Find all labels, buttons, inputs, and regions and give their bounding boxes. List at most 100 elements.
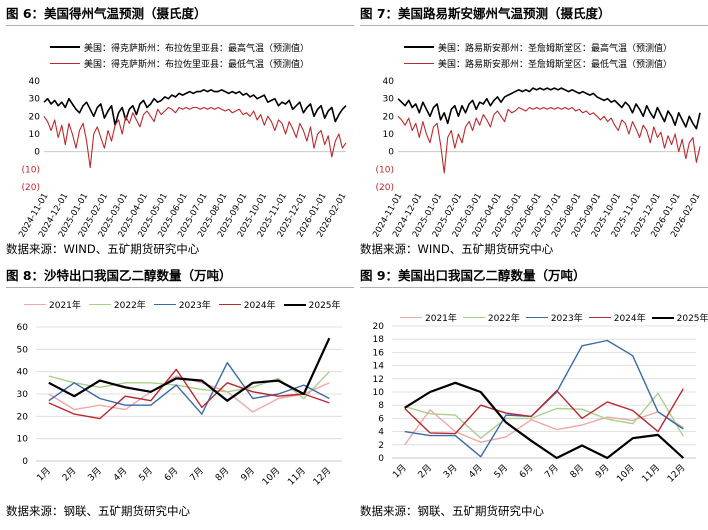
y-tick-label: 10 xyxy=(383,130,395,140)
legend-item-2024: 2024年 xyxy=(218,298,276,311)
louisiana-temp-chart: 403020100(10)(20)2024-11-012024-12-01202… xyxy=(371,77,702,237)
legend-swatch xyxy=(88,304,111,305)
x-tick-label: 6月 xyxy=(162,465,180,483)
y-tick-label: 16 xyxy=(373,348,385,358)
x-tick-label: 5月 xyxy=(492,462,510,480)
legend-swatch xyxy=(50,46,80,48)
louisiana-temp-panel: 图 7：美国路易斯安娜州气温预测（摄氏度） 40 30 20 10 0 (10) (20) 2… xyxy=(360,4,708,262)
legend-label: 2021年 xyxy=(425,314,457,324)
legend-label: 美国：得克萨斯州：布拉佐里亚县：最高气温（预测值） xyxy=(84,43,310,54)
x-tick-label: 4月 xyxy=(467,462,485,480)
legend-swatch xyxy=(651,316,674,319)
y-tick-label: 0 xyxy=(22,457,28,467)
legend-label: 2022年 xyxy=(487,314,520,324)
x-tick-label: 6月 xyxy=(517,462,535,480)
legend-swatch xyxy=(24,304,46,305)
y-tick-label: 40 xyxy=(17,368,29,378)
x-tick-label: 8月 xyxy=(213,465,231,483)
x-tick-label: 7月 xyxy=(543,462,561,480)
legend-item-2023: 2023年 xyxy=(153,298,211,311)
y-tick-label: 40 xyxy=(383,77,395,87)
x-tick-label: 8月 xyxy=(568,462,586,480)
legend-item-min: 美国：路易斯安那州：圣詹姆斯堂区：最低气温（预测值） xyxy=(404,55,672,71)
legend-swatch xyxy=(525,317,548,318)
x-tick-label: 10月 xyxy=(615,462,637,484)
series-line-2025 xyxy=(404,381,685,460)
legend-label: 美国：路易斯安那州：圣詹姆斯堂区：最高气温（预测值） xyxy=(438,43,673,54)
x-tick-label: 7月 xyxy=(188,465,206,483)
legend-item-2023: 2023年 xyxy=(525,311,583,324)
data-source: 数据来源：WIND、五矿期货研究中心 xyxy=(6,242,200,256)
y-tick-label: 50 xyxy=(17,345,29,355)
x-tick-label: 2月 xyxy=(416,462,434,480)
legend-label: 2022年 xyxy=(113,301,146,311)
data-source: 数据来源：钢联、五矿期货研究中心 xyxy=(360,504,544,518)
texas-temp-chart: 403020100(10)(20)2024-11-012024-12-01202… xyxy=(17,77,348,237)
x-tick-label: 3月 xyxy=(86,465,104,483)
x-tick-label: 11月 xyxy=(286,465,308,487)
legend-item-2021: 2021年 xyxy=(400,311,457,324)
legend-item-2021: 2021年 xyxy=(24,298,81,311)
legend-item-2025: 2025年 xyxy=(283,298,341,311)
panel-title: 图 6：美国得州气温预测（摄氏度） xyxy=(6,4,354,26)
legend-item-min: 美国：得克萨斯州：布拉佐里亚县：最低气温（预测值） xyxy=(50,55,309,71)
louisiana-legend: 美国：路易斯安那州：圣詹姆斯堂区：最高气温（预测值） 美国：路易斯安那州：圣詹姆… xyxy=(404,39,672,71)
y-tick-label: 20 xyxy=(373,322,385,332)
series-line-2025 xyxy=(48,337,331,402)
y-tick-label: (20) xyxy=(376,183,394,193)
y-tick-label: 0 xyxy=(388,148,394,158)
legend-item-2022: 2022年 xyxy=(462,311,520,324)
legend-swatch xyxy=(400,317,422,318)
x-tick-label: 5月 xyxy=(137,465,155,483)
x-tick-label: 2月 xyxy=(60,465,78,483)
legend-label: 2025年 xyxy=(308,301,341,311)
saudi-legend: 2021年 2022年 2023年 2024年 2025年 xyxy=(24,298,341,311)
min-temp-series-line xyxy=(43,106,347,169)
us-meg-panel: 图 9：美国出口我国乙二醇数量（万吨） 0 2 4 6 8 10 12 14 16 18 20 1月 2… xyxy=(360,266,708,524)
x-tick-label: 4月 xyxy=(111,465,129,483)
y-tick-label: 20 xyxy=(29,112,41,122)
panel-title: 图 8：沙特出口我国乙二醇数量（万吨） xyxy=(6,266,354,288)
series-line-2023 xyxy=(404,339,684,458)
legend-label: 2023年 xyxy=(178,301,211,311)
legend-swatch xyxy=(404,62,434,64)
series-line-2022 xyxy=(404,392,684,439)
legend-label: 2024年 xyxy=(613,314,646,324)
y-tick-label: 18 xyxy=(373,335,385,345)
texas-legend: 美国：得克萨斯州：布拉佐里亚县：最高气温（预测值） 美国：得克萨斯州：布拉佐里亚… xyxy=(50,39,309,71)
legend-item-2022: 2022年 xyxy=(88,298,146,311)
series-line-2024 xyxy=(48,368,330,420)
y-tick-label: (20) xyxy=(22,183,40,193)
legend-swatch xyxy=(462,317,485,318)
x-tick-label: 12月 xyxy=(665,462,687,484)
legend-swatch xyxy=(588,317,611,318)
y-tick-label: 6 xyxy=(378,414,384,424)
y-tick-label: 12 xyxy=(373,375,384,385)
y-tick-label: 60 xyxy=(17,323,29,333)
y-tick-label: 10 xyxy=(17,435,29,445)
legend-item-2025: 2025年 xyxy=(651,311,708,324)
series-line-2024 xyxy=(404,388,684,435)
legend-swatch xyxy=(218,304,241,305)
y-tick-label: 8 xyxy=(378,401,384,411)
y-tick-label: 0 xyxy=(34,148,40,158)
x-tick-label: 9月 xyxy=(239,465,257,483)
legend-item-2024: 2024年 xyxy=(588,311,646,324)
legend-label: 2021年 xyxy=(49,301,81,311)
x-tick-label: 9月 xyxy=(593,462,611,480)
texas-temp-panel: 图 6：美国得州气温预测（摄氏度） 40 30 20 10 0 (10) (20) 2024-… xyxy=(6,4,354,262)
us-legend: 2021年 2022年 2023年 2024年 2025年 xyxy=(400,311,708,324)
y-tick-label: 30 xyxy=(29,95,41,105)
x-tick-label: 1月 xyxy=(35,465,53,483)
max-temp-series-line xyxy=(397,87,701,130)
legend-label: 美国：得克萨斯州：布拉佐里亚县：最低气温（预测值） xyxy=(84,59,310,70)
y-tick-label: 10 xyxy=(373,388,385,398)
y-tick-label: 30 xyxy=(383,95,395,105)
max-temp-series-line xyxy=(43,88,347,126)
x-tick-label: 3月 xyxy=(441,462,459,480)
panel-title: 图 9：美国出口我国乙二醇数量（万吨） xyxy=(360,266,708,288)
x-tick-label: 1月 xyxy=(391,462,409,480)
saudi-meg-chart: 0 10 20 30 40 50 60 1月 2月 3月 4月 5月 6月 7月 8月 9月 10月 11月 12月 xyxy=(17,323,342,488)
legend-label: 2025年 xyxy=(676,314,708,324)
data-source: 数据来源：WIND、五矿期货研究中心 xyxy=(360,242,554,256)
